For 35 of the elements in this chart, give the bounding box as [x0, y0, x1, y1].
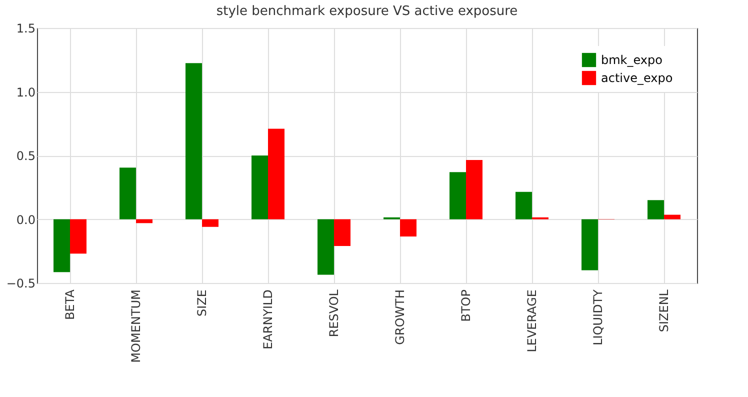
bar [70, 219, 86, 254]
x-tick-label: MOMENTUM [129, 290, 143, 363]
x-tick-label: GROWTH [393, 290, 407, 345]
x-tick-label: SIZE [195, 290, 209, 316]
x-tick-label: LIQUIDTY [591, 288, 605, 346]
x-tick-label: RESVOL [327, 289, 341, 338]
bar [186, 63, 202, 220]
bar [120, 168, 136, 220]
x-tick-label: BETA [63, 288, 77, 320]
legend-label: active_expo [601, 71, 673, 85]
bar [54, 219, 70, 272]
bar [268, 128, 284, 220]
bar [400, 219, 416, 236]
y-tick-label: 1.5 [16, 22, 36, 36]
legend-label: bmk_expo [601, 53, 662, 67]
bar [136, 219, 152, 224]
bar [582, 219, 598, 270]
bar [202, 219, 218, 227]
y-tick-label: 1.0 [16, 85, 36, 100]
x-tick-label: LEVERAGE [525, 290, 539, 352]
bar [516, 192, 532, 220]
bar [450, 172, 466, 220]
y-tick-label: −0.5 [6, 276, 36, 290]
bar [318, 219, 334, 275]
bar [648, 200, 664, 220]
y-tick-label: 0.5 [16, 149, 36, 163]
x-tick-label: EARNYILD [261, 290, 275, 350]
x-tick-label: BTOP [459, 290, 473, 322]
y-tick-label: 0.0 [16, 212, 36, 227]
bar [466, 160, 482, 220]
chart-title: style benchmark exposure VS active exposure [216, 4, 518, 19]
x-tick-label: SIZENL [657, 289, 671, 332]
bar [252, 156, 268, 220]
bar [334, 219, 350, 246]
bar [664, 214, 680, 220]
